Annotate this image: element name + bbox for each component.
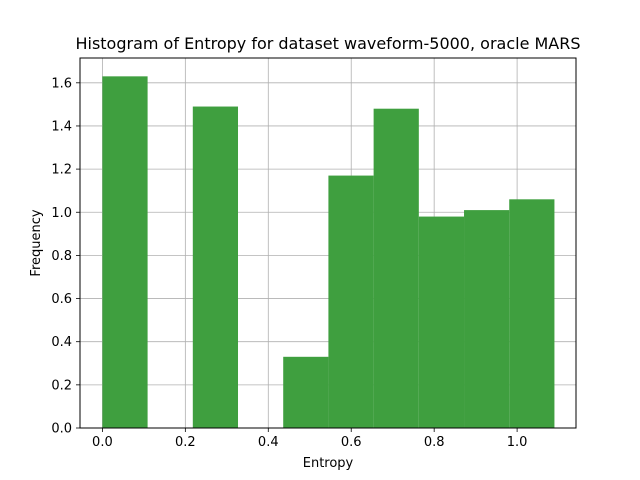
bars xyxy=(102,76,555,429)
y-axis-label: Frequency xyxy=(29,209,44,276)
x-tick-label: 1.0 xyxy=(507,435,528,450)
histogram-bar xyxy=(373,108,419,428)
histogram-bar xyxy=(418,216,465,428)
y-tick-label: 1.2 xyxy=(51,163,72,178)
histogram-bar xyxy=(464,210,510,428)
x-axis-label: Entropy xyxy=(303,456,354,471)
x-tick-label: 0.0 xyxy=(92,435,113,450)
histogram-bar xyxy=(192,106,239,429)
y-tick-label: 0.0 xyxy=(51,422,72,437)
chart-title: Histogram of Entropy for dataset wavefor… xyxy=(75,34,580,53)
y-tick-label: 1.6 xyxy=(51,76,72,91)
y-tick-label: 1.0 xyxy=(51,206,72,221)
axis-ticks: 0.0 0.2 0.4 0.6 0.8 1.0 0.0 0.2 0.4 0.6 0.8 1.0 1.2 1… xyxy=(51,76,527,450)
x-tick-label: 0.8 xyxy=(424,435,445,450)
y-tick-label: 0.2 xyxy=(51,378,72,393)
y-tick-label: 0.6 xyxy=(51,292,72,307)
x-tick-label: 0.4 xyxy=(258,435,279,450)
plot-frame xyxy=(79,57,577,429)
histogram-bar xyxy=(102,76,148,428)
x-tick-label: 0.2 xyxy=(175,435,196,450)
y-tick-label: 0.8 xyxy=(51,249,72,264)
y-tick-label: 1.4 xyxy=(51,119,72,134)
x-tick-label: 0.6 xyxy=(341,435,362,450)
y-tick-label: 0.4 xyxy=(51,335,72,350)
histogram-bar xyxy=(283,356,329,428)
histogram-bar xyxy=(509,199,555,428)
histogram-bar xyxy=(328,175,374,428)
